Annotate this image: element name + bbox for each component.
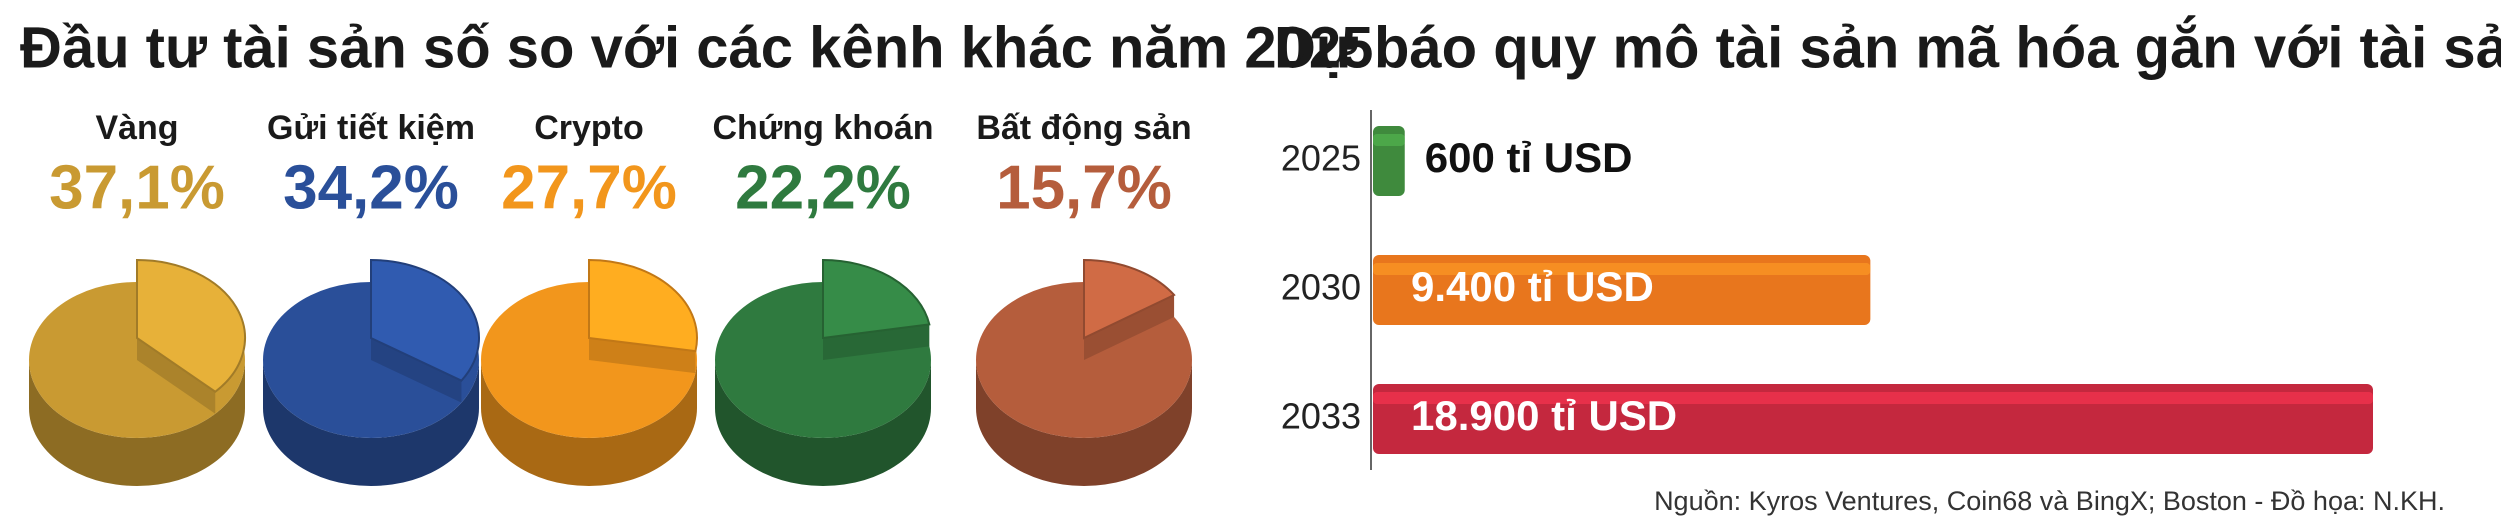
value-label: 600 tỉ USD (1425, 134, 1633, 181)
value-label: 27,7% (501, 153, 677, 222)
value-label: 37,1% (49, 153, 225, 222)
value-label: 34,2% (283, 153, 459, 222)
value-label: 18.900 tỉ USD (1411, 392, 1677, 439)
pie-side (976, 360, 1192, 486)
bar-highlight (1373, 134, 1405, 146)
pie-side (263, 360, 479, 486)
category-label: Gửi tiết kiệm (267, 109, 475, 147)
bar-highlight (1373, 263, 1871, 275)
pie-side (481, 360, 697, 486)
pie-slice (1083, 258, 1176, 340)
chart-title: Dự báo quy mô tài sản mã hóa gắn với tài… (1274, 15, 2501, 80)
pie-slice-side (1084, 294, 1175, 360)
category-label: Vàng (95, 109, 178, 147)
y-tick-label: 2033 (1281, 396, 1361, 437)
pie-slice (588, 258, 698, 353)
category-label: Crypto (534, 109, 644, 147)
pie-slice-side (823, 324, 930, 360)
category-label: Chứng khoán (712, 109, 933, 147)
pie-slice (822, 258, 931, 340)
pie-slice-side (371, 338, 462, 403)
value-label: 9.400 tỉ USD (1411, 263, 1654, 310)
source: Nguồn: Kyros Ventures, Coin68 và BingX; … (1654, 486, 2445, 516)
category-label: Bất động sản (976, 109, 1191, 147)
pie-slice-side (137, 338, 216, 414)
y-tick-label: 2025 (1281, 138, 1361, 179)
bar-highlight (1373, 392, 2373, 404)
pie-slice-side (589, 338, 696, 374)
chart-title: Đầu tư tài sản số so với các kênh khác n… (20, 15, 1373, 80)
pie-side (29, 360, 245, 486)
pie-slice (136, 258, 246, 393)
pie-slice (370, 258, 480, 382)
y-tick-label: 2030 (1281, 267, 1361, 308)
pie-side (715, 360, 931, 486)
value-label: 22,2% (735, 153, 911, 222)
value-label: 15,7% (996, 153, 1172, 222)
